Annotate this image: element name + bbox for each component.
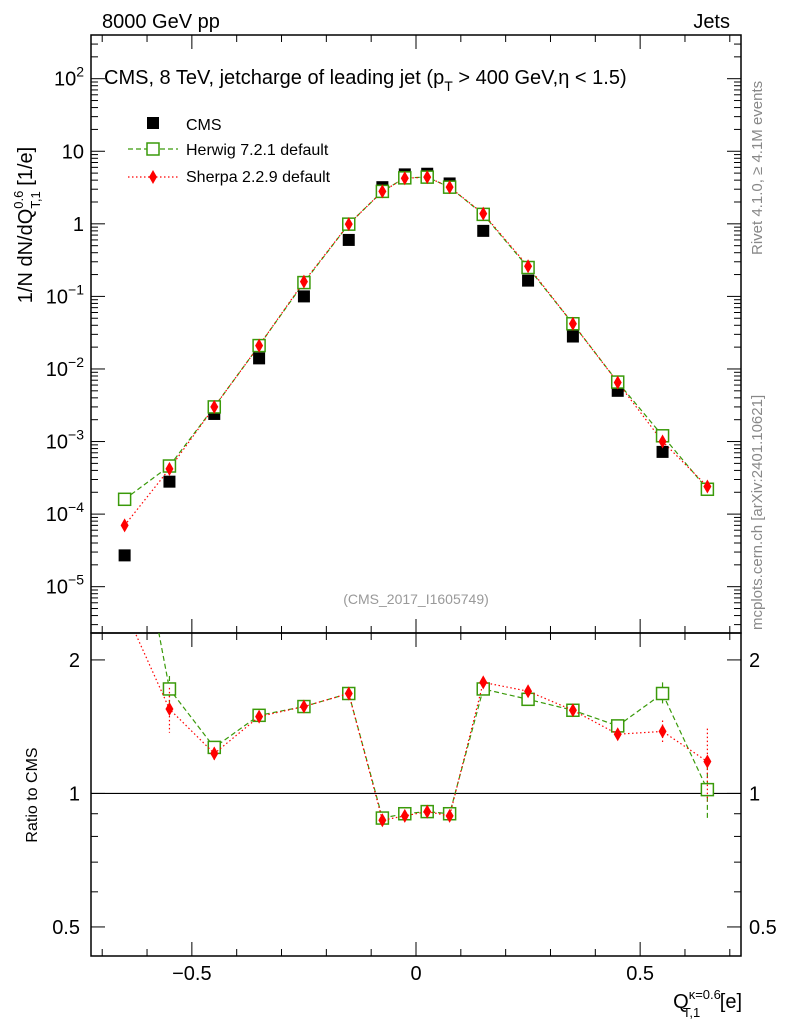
- sherpa-marker: [165, 461, 174, 476]
- cms-data-point: [163, 475, 176, 488]
- ratio-sherpa-marker: [344, 686, 353, 701]
- ratio-sherpa-marker: [423, 804, 432, 819]
- cms-data-point: [297, 290, 310, 303]
- sherpa-marker: [568, 316, 577, 331]
- legend-herwig-marker: [146, 142, 160, 156]
- header-right: Jets: [693, 11, 730, 33]
- main-y-tick-label: 10: [62, 141, 84, 163]
- ratio-sherpa-marker: [568, 703, 577, 718]
- sherpa-marker: [445, 180, 454, 195]
- cms-data-point: [477, 224, 490, 237]
- x-tick-label: 0: [410, 963, 421, 985]
- ratio-y-tick-label-right: 1: [749, 783, 760, 805]
- ratio-sherpa-marker: [479, 675, 488, 690]
- ratio-sherpa-marker: [524, 684, 533, 699]
- main-y-label-b: [1/e]: [15, 147, 37, 191]
- ratio-sherpa-marker: [703, 754, 712, 769]
- main-title-part-a: CMS, 8 TeV, jetcharge of leading jet (p: [104, 67, 444, 89]
- ratio-sherpa-marker: [210, 746, 219, 761]
- legend-herwig-label: Herwig 7.2.1 default: [186, 142, 329, 159]
- x-label-a: Q: [673, 991, 689, 1013]
- sherpa-marker: [299, 274, 308, 289]
- sherpa-marker: [210, 399, 219, 414]
- x-label-sup: κ=0.6: [689, 987, 721, 1002]
- ratio-y-tick-label-left: 0.5: [52, 917, 80, 939]
- sherpa-marker: [613, 375, 622, 390]
- main-y-label-sup: 0.6: [11, 191, 26, 209]
- cms-data-point: [566, 330, 579, 343]
- main-y-tick-label: 1: [73, 214, 84, 236]
- cms-data-point: [253, 352, 266, 365]
- sherpa-marker: [479, 206, 488, 221]
- header-left: 8000 GeV pp: [102, 11, 220, 33]
- ratio-y-tick-label-right: 0.5: [749, 917, 777, 939]
- ratio-sherpa-line: [134, 633, 708, 821]
- cms-data-point: [118, 549, 131, 562]
- main-sherpa-line: [124, 176, 708, 526]
- main-y-label-sub: T,1: [28, 191, 43, 208]
- ratio-plot-frame: [90, 632, 742, 957]
- main-y-axis-label: 1/N dN/dQ0.6 T,1 [1/e]: [11, 147, 43, 303]
- sherpa-marker: [255, 338, 264, 353]
- main-y-tick-label: 10−1: [46, 281, 84, 308]
- legend-sherpa-label: Sherpa 2.2.9 default: [186, 169, 331, 186]
- main-y-tick-label: 10−3: [46, 427, 84, 454]
- herwig-marker: [117, 492, 132, 507]
- legend-cms-marker: [147, 117, 159, 129]
- cms-data-point: [522, 274, 535, 287]
- main-y-label-a: 1/N dN/dQ: [15, 209, 37, 303]
- ratio-sherpa-marker: [400, 808, 409, 823]
- ratio-y-tick-label-left: 2: [69, 650, 80, 672]
- ratio-sherpa-marker: [658, 724, 667, 739]
- sherpa-marker: [400, 171, 409, 186]
- sherpa-marker: [524, 259, 533, 274]
- side-mcplots-label: mcplots.cern.ch [arXiv:2401.10621]: [749, 395, 766, 630]
- sherpa-marker: [120, 518, 129, 533]
- ratio-sherpa-marker: [445, 808, 454, 823]
- x-label-b: [e]: [714, 991, 742, 1013]
- ratio-y-axis-label: Ratio to CMS: [24, 747, 41, 842]
- main-y-tick-label: 10−2: [46, 354, 84, 381]
- sherpa-marker: [344, 217, 353, 232]
- main-title-part-b: > 400 GeV,η < 1.5): [453, 67, 627, 89]
- side-rivet-label: Rivet 4.1.0, ≥ 4.1M events: [749, 81, 766, 255]
- sherpa-marker: [658, 434, 667, 449]
- ratio-y-tick-label-right: 2: [749, 650, 760, 672]
- main-y-tick-label: 10−5: [46, 572, 84, 599]
- main-title: CMS, 8 TeV, jetcharge of leading jet (pT…: [104, 67, 627, 94]
- ratio-y-tick-label-left: 1: [69, 783, 80, 805]
- sherpa-marker: [423, 170, 432, 185]
- main-y-tick-label: 102: [54, 64, 84, 91]
- x-axis-label: Qκ=0.6 T,1 [e]: [673, 987, 742, 1020]
- x-tick-label: 0.5: [626, 963, 654, 985]
- cms-data-point: [656, 445, 669, 458]
- legend-cms-label: CMS: [186, 117, 222, 134]
- ratio-sherpa-marker: [613, 727, 622, 742]
- ratio-herwig-marker: [655, 686, 670, 701]
- legend-sherpa-marker: [149, 170, 157, 184]
- analysis-id-label: (CMS_2017_I1605749): [343, 591, 489, 607]
- x-tick-label: −0.5: [172, 963, 211, 985]
- ratio-herwig-line: [158, 633, 708, 819]
- ratio-sherpa-marker: [299, 699, 308, 714]
- main-y-tick-label: 10−4: [46, 499, 84, 526]
- ratio-sherpa-marker: [165, 702, 174, 717]
- main-herwig-line: [124, 176, 708, 500]
- legend: CMS Herwig 7.2.1 default Sherpa 2.2.9 de…: [128, 117, 331, 186]
- ratio-sherpa-marker: [121, 602, 129, 616]
- ratio-sherpa-marker: [378, 813, 387, 828]
- sherpa-marker: [703, 479, 712, 494]
- main-title-sub: T: [444, 78, 453, 94]
- ratio-herwig-marker: [119, 446, 131, 458]
- sherpa-marker: [378, 184, 387, 199]
- ratio-sherpa-marker: [255, 709, 264, 724]
- x-label-sub: T,1: [683, 1005, 700, 1020]
- cms-data-point: [342, 233, 355, 246]
